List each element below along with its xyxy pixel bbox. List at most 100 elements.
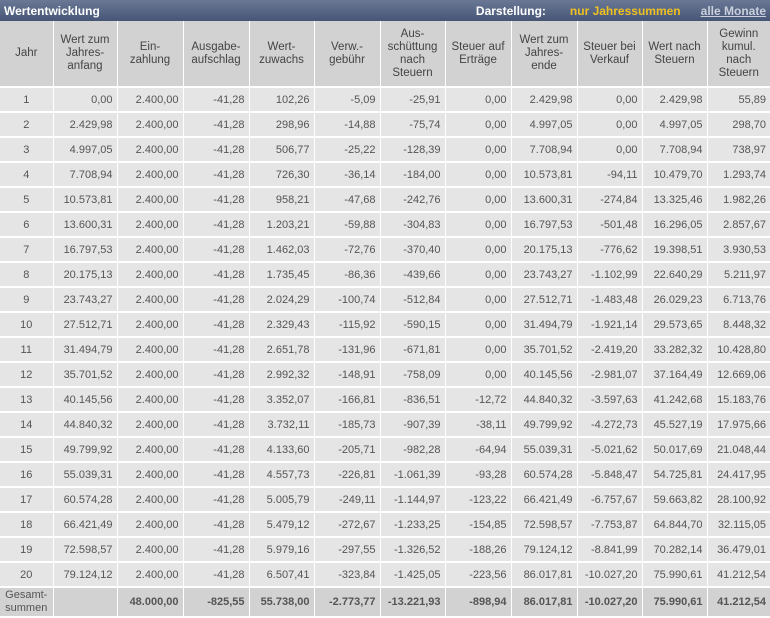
table-row: 4 7.708,94 2.400,00 -41,28 726,30 -36,14 -184,… xyxy=(0,162,770,188)
value-cell: -758,09 xyxy=(380,362,446,388)
value-cell: -41,28 xyxy=(183,512,250,538)
table-row: 10 27.512,71 2.400,00 -41,28 2.329,43 -115,92… xyxy=(0,312,770,338)
value-cell: 958,21 xyxy=(249,187,315,213)
value-cell: 0,00 xyxy=(445,162,512,188)
value-cell: 72.598,57 xyxy=(53,537,118,563)
value-cell: 0,00 xyxy=(445,312,512,338)
value-cell: 13.600,31 xyxy=(511,187,578,213)
column-header: Wert-zuwachs xyxy=(249,21,315,88)
value-cell: -64,94 xyxy=(445,437,512,463)
value-cell: -7.753,87 xyxy=(577,512,643,538)
value-cell: -115,92 xyxy=(314,312,381,338)
value-cell: 5.979,16 xyxy=(249,537,315,563)
value-cell: -776,62 xyxy=(577,237,643,263)
value-cell: -41,28 xyxy=(183,137,250,163)
table-row: 15 49.799,92 2.400,00 -41,28 4.133,60 -205,71… xyxy=(0,437,770,463)
column-header: Wert zum Jahres-ende xyxy=(511,21,578,88)
table-row: 18 66.421,49 2.400,00 -41,28 5.479,12 -272,67… xyxy=(0,512,770,538)
value-cell: 0,00 xyxy=(445,187,512,213)
value-cell: 2.400,00 xyxy=(117,562,184,588)
value-cell: 2.429,98 xyxy=(511,87,578,113)
column-header: Aus-schüttung nach Steuern xyxy=(380,21,446,88)
total-cell: -2.773,77 xyxy=(314,587,381,618)
performance-table: Jahr Wert zum Jahres-anfang Ein-zahlung Aus… xyxy=(0,21,770,618)
year-cell: 19 xyxy=(0,537,54,563)
value-cell: -1.144,97 xyxy=(380,487,446,513)
value-cell: 10.573,81 xyxy=(53,187,118,213)
value-cell: 0,00 xyxy=(445,262,512,288)
value-cell: 13.600,31 xyxy=(53,212,118,238)
value-cell: 37.164,49 xyxy=(642,362,708,388)
option-all-months-link[interactable]: alle Monate xyxy=(700,3,766,18)
value-cell: -671,81 xyxy=(380,337,446,363)
value-cell: 44.840,32 xyxy=(53,412,118,438)
value-cell: -41,28 xyxy=(183,337,250,363)
value-cell: 6.713,76 xyxy=(707,287,770,313)
value-cell: 0,00 xyxy=(577,87,643,113)
value-cell: 2.400,00 xyxy=(117,537,184,563)
value-cell: -41,28 xyxy=(183,462,250,488)
value-cell: 31.494,79 xyxy=(53,337,118,363)
value-cell: 32.115,05 xyxy=(707,512,770,538)
value-cell: -25,22 xyxy=(314,137,381,163)
value-cell: 60.574,28 xyxy=(53,487,118,513)
value-cell: 20.175,13 xyxy=(53,262,118,288)
value-cell: -1.483,48 xyxy=(577,287,643,313)
value-cell: -14,88 xyxy=(314,112,381,138)
value-cell: 19.398,51 xyxy=(642,237,708,263)
totals-label: Gesamt-summen xyxy=(0,587,54,618)
value-cell: 102,26 xyxy=(249,87,315,113)
value-cell: 2.400,00 xyxy=(117,487,184,513)
column-header: Wert zum Jahres-anfang xyxy=(53,21,118,88)
value-cell: -41,28 xyxy=(183,262,250,288)
value-cell: -188,26 xyxy=(445,537,512,563)
value-cell: -41,28 xyxy=(183,162,250,188)
value-cell: -590,15 xyxy=(380,312,446,338)
total-cell: 48.000,00 xyxy=(117,587,184,618)
value-cell: -41,28 xyxy=(183,362,250,388)
value-cell: 7.708,94 xyxy=(511,137,578,163)
year-cell: 3 xyxy=(0,137,54,163)
value-cell: 3.930,53 xyxy=(707,237,770,263)
total-cell: 75.990,61 xyxy=(642,587,708,618)
value-cell: 44.840,32 xyxy=(511,387,578,413)
value-cell: 2.400,00 xyxy=(117,437,184,463)
column-header: Steuer bei Verkauf xyxy=(577,21,643,88)
value-cell: -148,91 xyxy=(314,362,381,388)
value-cell: -323,84 xyxy=(314,562,381,588)
total-cell: -898,94 xyxy=(445,587,512,618)
year-cell: 10 xyxy=(0,312,54,338)
value-cell: -982,28 xyxy=(380,437,446,463)
value-cell: 2.400,00 xyxy=(117,462,184,488)
value-cell: -272,67 xyxy=(314,512,381,538)
table-row: 16 55.039,31 2.400,00 -41,28 4.557,73 -226,81… xyxy=(0,462,770,488)
value-cell: 21.048,44 xyxy=(707,437,770,463)
value-cell: 60.574,28 xyxy=(511,462,578,488)
value-cell: -5.848,47 xyxy=(577,462,643,488)
value-cell: 2.400,00 xyxy=(117,237,184,263)
option-annual-totals[interactable]: nur Jahressummen xyxy=(569,3,681,18)
value-cell: -41,28 xyxy=(183,212,250,238)
value-cell: -12,72 xyxy=(445,387,512,413)
table-row: 6 13.600,31 2.400,00 -41,28 1.203,21 -59,88 -3… xyxy=(0,212,770,238)
value-cell: 2.992,32 xyxy=(249,362,315,388)
value-cell: 738,97 xyxy=(707,137,770,163)
value-cell: -185,73 xyxy=(314,412,381,438)
total-cell: 55.738,00 xyxy=(249,587,315,618)
value-cell: -36,14 xyxy=(314,162,381,188)
value-cell: 55,89 xyxy=(707,87,770,113)
value-cell: -1.102,99 xyxy=(577,262,643,288)
value-cell: 0,00 xyxy=(577,137,643,163)
value-cell: 4.997,05 xyxy=(53,137,118,163)
value-cell: 40.145,56 xyxy=(53,387,118,413)
value-cell: -2.981,07 xyxy=(577,362,643,388)
value-cell: 726,30 xyxy=(249,162,315,188)
value-cell: 2.400,00 xyxy=(117,362,184,388)
value-cell: -1.425,05 xyxy=(380,562,446,588)
table-row: 17 60.574,28 2.400,00 -41,28 5.005,79 -249,11… xyxy=(0,487,770,513)
value-cell: 17.975,66 xyxy=(707,412,770,438)
table-row: 12 35.701,52 2.400,00 -41,28 2.992,32 -148,91… xyxy=(0,362,770,388)
column-header: Gewinn kumul. nach Steuern xyxy=(707,21,770,88)
value-cell: 59.663,82 xyxy=(642,487,708,513)
value-cell: -205,71 xyxy=(314,437,381,463)
